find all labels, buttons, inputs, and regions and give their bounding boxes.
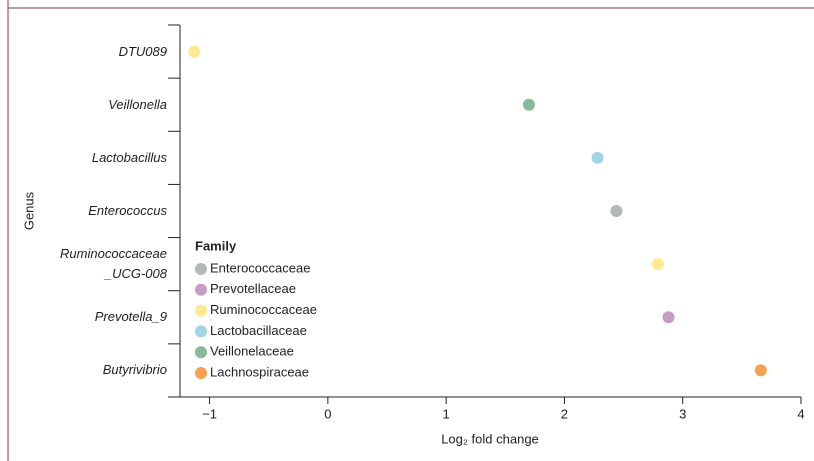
legend-label: Lachnospiraceae bbox=[210, 364, 309, 379]
legend-title: Family bbox=[195, 238, 237, 253]
y-tick-label: Veillonella bbox=[108, 96, 167, 112]
y-tick-label: Lactobacillus bbox=[91, 149, 167, 165]
dot bbox=[651, 258, 664, 271]
dot bbox=[591, 151, 604, 164]
legend-label: Enterococcaceae bbox=[210, 260, 310, 275]
legend-label: Ruminococcaceae bbox=[210, 302, 317, 317]
x-tick-label: 4 bbox=[797, 406, 804, 421]
y-tick-label: Butyrivibrio bbox=[102, 362, 167, 378]
legend-swatch bbox=[195, 346, 207, 359]
dot bbox=[610, 205, 623, 217]
legend-label: Lactobacillaceae bbox=[210, 323, 307, 338]
dot bbox=[522, 98, 535, 111]
x-tick-label: 0 bbox=[324, 406, 331, 421]
dot bbox=[754, 364, 767, 377]
dot bbox=[662, 311, 675, 324]
x-axis-label: Log₂ fold change bbox=[441, 431, 539, 446]
legend-swatch bbox=[195, 325, 207, 338]
legend-swatch bbox=[195, 304, 207, 317]
y-axis-label: Genus bbox=[21, 191, 36, 230]
dot bbox=[188, 45, 201, 58]
x-tick-label: 3 bbox=[679, 406, 686, 421]
y-tick-label: Enterococcus bbox=[88, 203, 167, 218]
y-tick-label: Ruminococcaceae _UCG-008 bbox=[60, 246, 167, 282]
x-tick-label: 1 bbox=[443, 406, 450, 421]
legend-label: Veillonelaceae bbox=[210, 344, 294, 359]
x-tick-label: 2 bbox=[561, 406, 568, 421]
y-tick-label: DTU089 bbox=[118, 43, 167, 59]
legend-swatch bbox=[195, 367, 207, 379]
x-tick-label: −1 bbox=[202, 406, 217, 421]
legend-label: Prevotellaceae bbox=[210, 281, 296, 296]
legend-swatch bbox=[195, 263, 207, 275]
legend-swatch bbox=[195, 283, 207, 296]
y-tick-label: Prevotella_9 bbox=[94, 309, 167, 325]
